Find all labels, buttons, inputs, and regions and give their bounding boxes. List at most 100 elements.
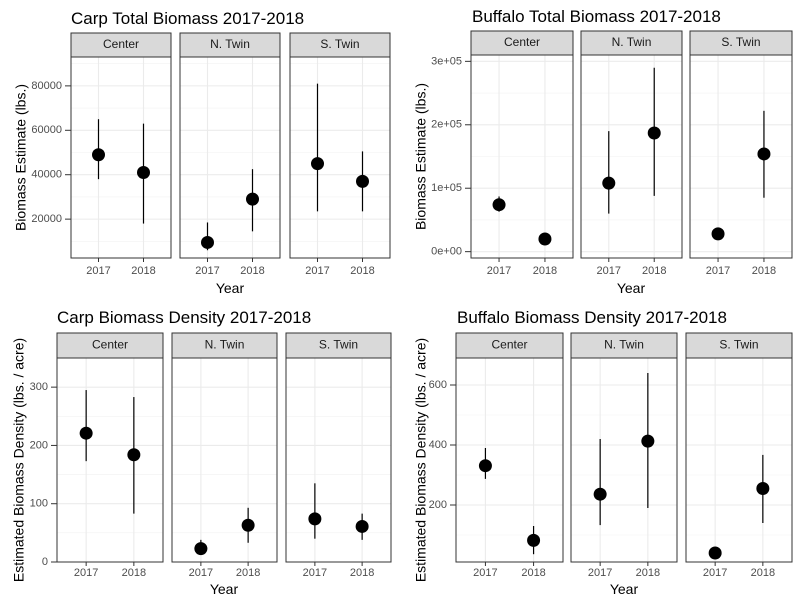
facet-panel: N. Twin 2017 2018: [570, 332, 678, 579]
x-axis-label: Year: [210, 581, 239, 597]
panel-background: [686, 358, 792, 562]
facet-panel: N. Twin 2017 2018: [179, 32, 281, 277]
x-axis-label: Year: [216, 280, 245, 296]
data-point: [92, 148, 105, 162]
data-point: [308, 512, 322, 526]
data-point: [127, 448, 141, 462]
facet-strip: [289, 32, 391, 58]
data-point: [593, 487, 607, 501]
facet-panel: S. Twin 2017 2018: [689, 30, 793, 277]
x-tick-label: 2017: [303, 567, 327, 579]
y-tick-label: 400: [429, 439, 447, 451]
data-point: [641, 434, 655, 448]
facet-strip-label: N. Twin: [612, 35, 652, 49]
chart-3: Carp Biomass Density 2017-2018 Estimated …: [11, 308, 392, 597]
x-tick-label: 2017: [597, 265, 621, 277]
y-axis-label: Estimated Biomass Density (lbs. / acre): [11, 338, 27, 582]
y-tick-label: 300: [30, 381, 48, 393]
facet-strip-label: S. Twin: [319, 338, 358, 352]
panel-background: [172, 358, 277, 562]
x-tick-label: 2018: [636, 567, 660, 579]
facet-panel: S. Twin 2017 2018: [289, 32, 391, 277]
data-point: [79, 426, 93, 440]
facet-strip-label: N. Twin: [210, 37, 250, 51]
data-point: [711, 227, 725, 241]
facet-panel: Center 2017 2018: [56, 332, 164, 579]
chart-title: Carp Biomass Density 2017-2018: [57, 308, 311, 327]
facet-panel: N. Twin 2017 2018: [171, 332, 278, 579]
facet-strip: [580, 30, 683, 56]
facet-strip-label: S. Twin: [721, 35, 760, 49]
panel-background: [571, 358, 677, 562]
x-tick-label: 2018: [751, 567, 775, 579]
facet-strip: [570, 332, 678, 359]
x-tick-label: 2017: [305, 265, 329, 277]
panel-background: [456, 358, 563, 562]
facet-strip: [285, 332, 392, 359]
facet-panel: Center 2017 2018: [70, 32, 172, 277]
y-axis-label: Biomass Estimate (lbs.): [13, 84, 29, 231]
chart-title: Buffalo Biomass Density 2017-2018: [457, 308, 727, 327]
facet-strip: [56, 332, 164, 359]
x-tick-label: 2017: [74, 567, 98, 579]
facet-strip: [179, 32, 281, 58]
chart-title: Carp Total Biomass 2017-2018: [71, 9, 304, 28]
x-tick-label: 2017: [473, 567, 497, 579]
y-tick-label: 3e+05: [431, 55, 462, 67]
x-tick-label: 2018: [240, 265, 264, 277]
panel-background: [57, 358, 163, 562]
facet-strip-label: Center: [103, 37, 139, 51]
y-axis-label: Estimated Biomass Density (lbs. / acre): [413, 338, 429, 582]
facet-panel: S. Twin 2017 2018: [285, 332, 392, 579]
facet-strip: [70, 32, 172, 58]
data-point: [647, 126, 661, 140]
facet-strip: [689, 30, 793, 56]
facet-strip: [171, 332, 278, 359]
facet-strip-label: S. Twin: [719, 338, 758, 352]
data-point: [538, 232, 552, 246]
y-tick-label: 20000: [31, 213, 62, 225]
x-tick-label: 2018: [521, 567, 545, 579]
data-point: [492, 198, 506, 212]
facet-panel: S. Twin 2017 2018: [685, 332, 793, 579]
y-tick-label: 60000: [31, 124, 62, 136]
data-point: [356, 174, 369, 188]
facet-strip-label: N. Twin: [205, 338, 245, 352]
facet-panel: Center 2017 2018: [455, 332, 564, 579]
y-tick-label: 2e+05: [431, 119, 462, 131]
data-point: [708, 546, 722, 560]
x-tick-label: 2018: [350, 265, 374, 277]
x-tick-label: 2017: [86, 265, 110, 277]
facet-strip-label: N. Twin: [604, 338, 644, 352]
panel-background: [286, 358, 391, 562]
data-point: [756, 482, 770, 495]
x-tick-label: 2018: [533, 265, 557, 277]
chart-2: Buffalo Total Biomass 2017-2018 Biomass E…: [413, 7, 793, 296]
y-tick-label: 1e+05: [431, 182, 462, 194]
data-point: [527, 533, 541, 547]
data-point: [311, 157, 324, 171]
panel-background: [290, 57, 390, 258]
data-point: [246, 192, 259, 206]
facet-strip-label: Center: [504, 35, 540, 49]
x-tick-label: 2017: [703, 567, 727, 579]
y-axis-label: Biomass Estimate (lbs.): [413, 83, 429, 230]
x-tick-label: 2018: [752, 265, 776, 277]
x-tick-label: 2018: [122, 567, 146, 579]
data-point: [194, 542, 208, 556]
data-point: [201, 235, 214, 249]
data-point: [137, 165, 150, 179]
data-point: [757, 147, 771, 161]
x-axis-label: Year: [617, 280, 646, 296]
facet-strip-label: Center: [92, 338, 128, 352]
x-tick-label: 2018: [642, 265, 666, 277]
x-tick-label: 2018: [236, 567, 260, 579]
chart-title: Buffalo Total Biomass 2017-2018: [472, 7, 721, 26]
y-tick-label: 200: [30, 439, 48, 451]
chart-1: Carp Total Biomass 2017-2018 Biomass Esti…: [13, 9, 391, 296]
facet-strip: [455, 332, 564, 359]
x-tick-label: 2017: [588, 567, 612, 579]
facet-strip-label: S. Twin: [320, 37, 359, 51]
